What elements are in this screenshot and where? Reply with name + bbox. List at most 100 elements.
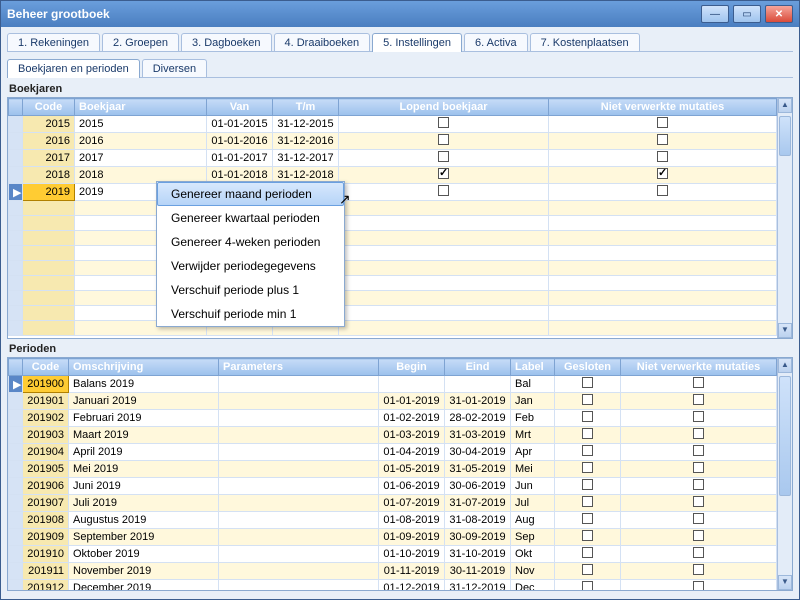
cell-params[interactable] xyxy=(219,410,379,427)
table-row[interactable]: 201909September 201901-09-201930-09-2019… xyxy=(9,529,777,546)
cell-gesloten[interactable] xyxy=(555,580,621,591)
cell-code[interactable]: 201904 xyxy=(23,444,69,461)
tab-dagboeken[interactable]: 3. Dagboeken xyxy=(181,33,272,52)
table-row[interactable]: 2017201701-01-201731-12-2017 xyxy=(9,150,777,167)
context-menu-item[interactable]: Verschuif periode min 1 xyxy=(157,302,344,326)
checkbox[interactable] xyxy=(438,185,449,196)
cell-label[interactable]: Apr xyxy=(511,444,555,461)
cell-niet[interactable] xyxy=(621,529,777,546)
cell-label[interactable]: Bal xyxy=(511,376,555,393)
cell-params[interactable] xyxy=(219,580,379,591)
context-menu-item[interactable]: Verschuif periode plus 1 xyxy=(157,278,344,302)
row-header[interactable] xyxy=(9,495,23,512)
cell-niet[interactable] xyxy=(621,512,777,529)
checkbox[interactable] xyxy=(438,168,449,179)
checkbox[interactable] xyxy=(582,428,593,439)
checkbox[interactable] xyxy=(582,411,593,422)
cell-code[interactable]: 2019 xyxy=(23,184,75,201)
close-button[interactable]: ✕ xyxy=(765,5,793,23)
checkbox[interactable] xyxy=(582,496,593,507)
cell-oms[interactable]: Juni 2019 xyxy=(69,478,219,495)
maximize-button[interactable]: ▭ xyxy=(733,5,761,23)
cell-label[interactable]: Aug xyxy=(511,512,555,529)
col-tm[interactable]: T/m xyxy=(273,99,339,116)
cell-label[interactable]: Sep xyxy=(511,529,555,546)
boekjaren-scrollbar[interactable]: ▲ ▼ xyxy=(777,98,792,338)
cell-code[interactable]: 2015 xyxy=(23,116,75,133)
cell-oms[interactable]: Juli 2019 xyxy=(69,495,219,512)
cell-niet[interactable] xyxy=(621,410,777,427)
cell-code[interactable]: 201911 xyxy=(23,563,69,580)
tab-instellingen[interactable]: 5. Instellingen xyxy=(372,33,462,52)
col-gesloten[interactable]: Gesloten xyxy=(555,359,621,376)
cell-label[interactable]: Mei xyxy=(511,461,555,478)
cell-begin[interactable]: 01-01-2019 xyxy=(379,393,445,410)
minimize-button[interactable]: — xyxy=(701,5,729,23)
cell-label[interactable]: Jul xyxy=(511,495,555,512)
cell-niet[interactable] xyxy=(549,167,777,184)
tab-kostenplaatsen[interactable]: 7. Kostenplaatsen xyxy=(530,33,640,52)
cell-gesloten[interactable] xyxy=(555,563,621,580)
cell-tm[interactable]: 31-12-2017 xyxy=(273,150,339,167)
cell-code[interactable]: 2016 xyxy=(23,133,75,150)
cell-params[interactable] xyxy=(219,478,379,495)
table-row[interactable]: ▶20192019 xyxy=(9,184,777,201)
cell-eind[interactable]: 31-03-2019 xyxy=(445,427,511,444)
checkbox[interactable] xyxy=(582,530,593,541)
col-lopend[interactable]: Lopend boekjaar xyxy=(339,99,549,116)
cell-niet[interactable] xyxy=(621,461,777,478)
cell-begin[interactable]: 01-02-2019 xyxy=(379,410,445,427)
row-header[interactable] xyxy=(9,410,23,427)
cell-gesloten[interactable] xyxy=(555,495,621,512)
cell-boekjaar[interactable]: 2017 xyxy=(75,150,207,167)
table-row[interactable]: 201904April 201901-04-201930-04-2019Apr xyxy=(9,444,777,461)
cell-begin[interactable] xyxy=(379,376,445,393)
table-row[interactable]: 2016201601-01-201631-12-2016 xyxy=(9,133,777,150)
scroll-down-icon[interactable]: ▼ xyxy=(778,575,792,590)
row-header[interactable] xyxy=(9,133,23,150)
cell-oms[interactable]: Augustus 2019 xyxy=(69,512,219,529)
cell-code[interactable]: 201912 xyxy=(23,580,69,591)
cell-label[interactable]: Nov xyxy=(511,563,555,580)
cell-tm[interactable]: 31-12-2015 xyxy=(273,116,339,133)
checkbox[interactable] xyxy=(582,462,593,473)
cell-gesloten[interactable] xyxy=(555,546,621,563)
cell-params[interactable] xyxy=(219,444,379,461)
cell-oms[interactable]: Oktober 2019 xyxy=(69,546,219,563)
checkbox[interactable] xyxy=(582,377,593,388)
checkbox[interactable] xyxy=(693,479,704,490)
cell-gesloten[interactable] xyxy=(555,376,621,393)
cell-begin[interactable]: 01-12-2019 xyxy=(379,580,445,591)
checkbox[interactable] xyxy=(582,547,593,558)
cell-begin[interactable]: 01-10-2019 xyxy=(379,546,445,563)
table-row[interactable]: 201910Oktober 201901-10-201931-10-2019Ok… xyxy=(9,546,777,563)
table-row[interactable]: ▶201900Balans 2019Bal xyxy=(9,376,777,393)
cell-eind[interactable]: 30-04-2019 xyxy=(445,444,511,461)
cell-begin[interactable]: 01-08-2019 xyxy=(379,512,445,529)
checkbox[interactable] xyxy=(582,581,593,590)
checkbox[interactable] xyxy=(582,445,593,456)
row-header[interactable] xyxy=(9,150,23,167)
row-header[interactable]: ▶ xyxy=(9,184,23,201)
row-header[interactable] xyxy=(9,444,23,461)
col-begin[interactable]: Begin xyxy=(379,359,445,376)
col-boekjaar[interactable]: Boekjaar xyxy=(75,99,207,116)
cell-gesloten[interactable] xyxy=(555,427,621,444)
cell-params[interactable] xyxy=(219,529,379,546)
cell-params[interactable] xyxy=(219,563,379,580)
cell-niet[interactable] xyxy=(621,376,777,393)
checkbox[interactable] xyxy=(693,394,704,405)
cell-code[interactable]: 201908 xyxy=(23,512,69,529)
cell-tm[interactable]: 31-12-2016 xyxy=(273,133,339,150)
row-header[interactable] xyxy=(9,461,23,478)
checkbox[interactable] xyxy=(693,513,704,524)
cell-code[interactable]: 201900 xyxy=(23,376,69,393)
cell-label[interactable]: Jan xyxy=(511,393,555,410)
cell-params[interactable] xyxy=(219,512,379,529)
col-label[interactable]: Label xyxy=(511,359,555,376)
cell-oms[interactable]: Maart 2019 xyxy=(69,427,219,444)
cell-eind[interactable]: 30-11-2019 xyxy=(445,563,511,580)
cell-gesloten[interactable] xyxy=(555,529,621,546)
cell-begin[interactable]: 01-09-2019 xyxy=(379,529,445,546)
cell-code[interactable]: 201905 xyxy=(23,461,69,478)
